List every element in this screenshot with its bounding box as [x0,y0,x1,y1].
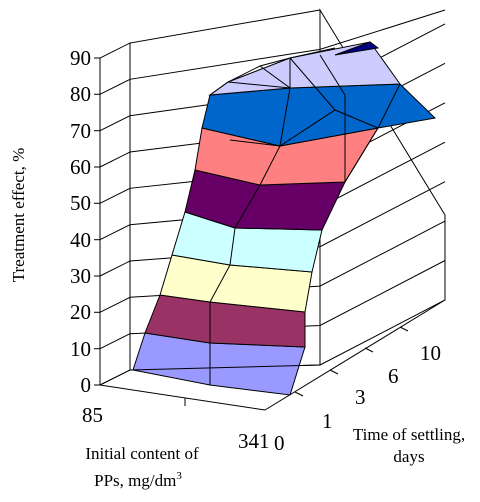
chart-floor [99,299,446,411]
floor-front-edge [99,384,266,411]
x-tick-label: 341 [238,429,270,453]
z-tick-labels: 0 10 20 30 40 50 60 70 80 90 [70,46,91,397]
x-axis-title-line-2-text: PPs, mg/dm [94,471,176,490]
floor-axis-tick-5 [399,326,409,332]
mesh-line-3 [227,65,292,89]
x-axis-title-line-2: PPs, mg/dm3 [94,470,182,490]
y-axis-title-line-1: Time of settling, [353,425,465,444]
x-axis-title-line-1: Initial content of [85,444,199,463]
mesh-line-5 [289,57,336,111]
left-wall [99,42,131,386]
y-tick-label: 1 [322,409,333,433]
floor-back-edge [129,364,321,371]
y-tick-labels: 0 1 3 6 10 [274,341,441,455]
y-tick-label: 10 [420,341,441,365]
mesh-line-4 [319,54,401,184]
floor-axis-tick-3 [329,369,339,375]
z-tick-label: 90 [70,46,91,70]
z-tick-label: 10 [70,337,91,361]
z-tick-label: 30 [70,264,91,288]
y-tick-label: 0 [274,431,285,455]
z-axis-title: Treatment effect, % [9,148,28,283]
y-tick-label: 3 [355,385,366,409]
y-axis-title-line-2: days [393,447,424,466]
z-tick-label: 60 [70,155,91,179]
y-axis-title: Time of settling, days [353,425,465,466]
surface-bands [132,41,437,396]
x-axis-title-superscript: 3 [176,470,182,482]
y-tick-label: 6 [388,364,399,388]
z-tick-label: 40 [70,228,91,252]
floor-axis-tick-2 [294,391,304,397]
x-axis-title: Initial content of PPs, mg/dm3 [85,444,199,490]
z-tick-label: 0 [81,373,92,397]
x-tick-label: 85 [82,403,103,427]
gridline-80 [99,9,446,95]
mesh-line-6 [229,109,379,147]
floor-right-edge [264,299,446,411]
x-tick-labels: 85 341 [82,403,270,453]
z-tick-marks [94,57,100,386]
z-tick-label: 20 [70,300,91,324]
mesh-line-1 [209,58,291,385]
band-80-90 [334,41,380,56]
z-tick-label: 80 [70,82,91,106]
surface-mesh [209,47,401,385]
floor-left-edge [99,369,131,386]
z-tick-label: 70 [70,119,91,143]
z-tick-label: 50 [70,191,91,215]
floor-axis-tick-4 [364,347,374,353]
